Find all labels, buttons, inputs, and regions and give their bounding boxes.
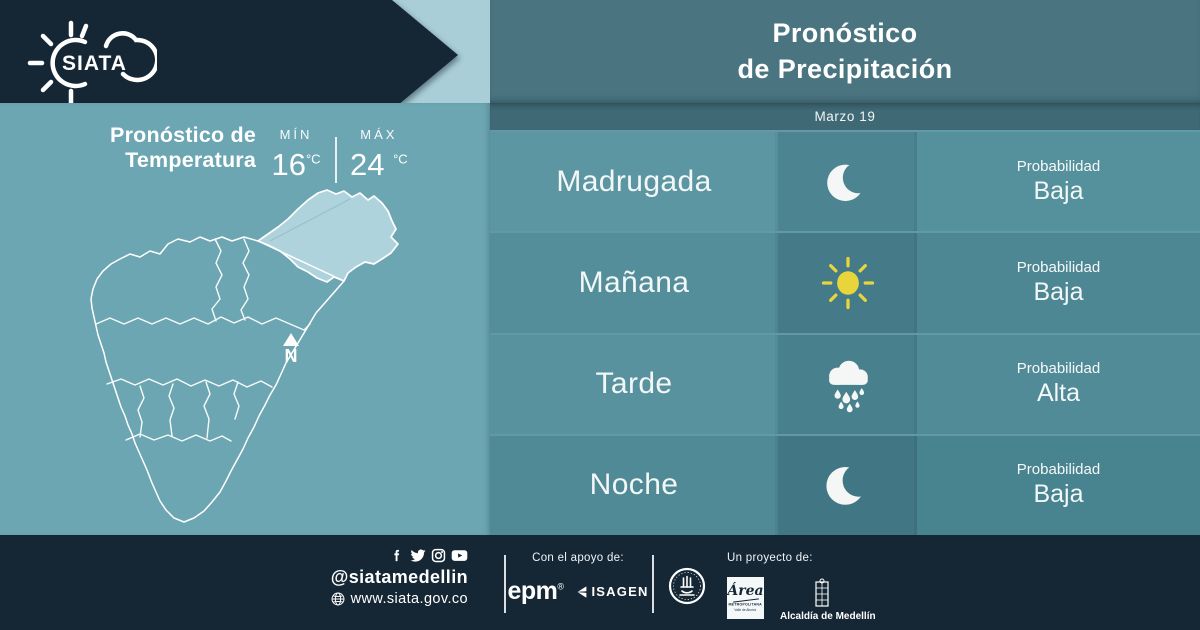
forecast-row-madrugada: Madrugada Probabilidad Baja [490, 130, 1200, 232]
precipitation-panel: Pronóstico de Precipitación Marzo 19 Mad… [490, 0, 1200, 535]
sun-icon [778, 233, 917, 333]
probability-cell: Probabilidad Alta [917, 334, 1200, 434]
probability-cell: Probabilidad Baja [917, 435, 1200, 535]
max-number: 24 [350, 147, 385, 182]
temperature-panel: Pronóstico de Temperatura MÍN 16°C MÁX 2… [0, 103, 490, 535]
probability-cell: Probabilidad Baja [917, 132, 1200, 232]
forecast-row-manana: Mañana Probabilidad Baja [490, 231, 1200, 333]
temperature-minmax: MÍN 16°C MÁX 24 °C [270, 127, 408, 183]
aburra-valley-map [90, 189, 399, 523]
forecast-row-noche: Noche Probabilidad Baja [490, 433, 1200, 535]
min-label: MÍN [279, 127, 313, 142]
moon-icon [778, 435, 917, 535]
probability-label: Probabilidad [1016, 360, 1101, 378]
project-block: Un proyecto de: Área METROPOLITANA Valle… [727, 552, 876, 622]
social-handle[interactable]: @siatamedellin [330, 567, 468, 587]
precipitation-title-line1: Pronóstico [772, 18, 918, 49]
facebook-icon[interactable] [390, 548, 405, 563]
probability-cell: Probabilidad Baja [917, 233, 1200, 333]
alcaldia-emblem-icon [815, 578, 829, 607]
brand-block [0, 0, 458, 110]
period-label: Madrugada [490, 132, 778, 232]
probability-label: Probabilidad [1016, 258, 1101, 276]
website-url[interactable]: www.siata.gov.co [350, 591, 468, 607]
brand-arrow-shape [0, 0, 458, 110]
area-sub-text: METROPOLITANA [728, 602, 763, 607]
youtube-icon[interactable] [451, 548, 468, 563]
probability-label: Probabilidad [1016, 461, 1101, 479]
footer-divider-2 [652, 555, 654, 613]
max-value: 24 °C [350, 147, 408, 183]
min-temp: MÍN 16°C [270, 127, 322, 183]
min-number: 16 [271, 147, 306, 182]
alcaldia-logo: Alcaldía de Medellín [780, 578, 876, 622]
instagram-icon[interactable] [431, 548, 446, 563]
website-row: www.siata.gov.co [331, 591, 468, 607]
area-metropolitana-logo: Área METROPOLITANA Valle de Aburrá [727, 577, 764, 619]
footer-divider-1 [504, 555, 506, 613]
siata-logo-icon: SIATA [22, 10, 157, 106]
period-label: Tarde [490, 334, 778, 434]
temperature-title-line1: Pronóstico de [110, 123, 256, 147]
alcaldia-caption: Alcaldía de Medellín [780, 611, 876, 622]
period-label: Mañana [490, 233, 778, 333]
compass-label: N [284, 346, 298, 366]
probability-value: Alta [1036, 379, 1081, 408]
moon-icon [778, 132, 917, 232]
period-label: Noche [490, 435, 778, 535]
min-unit: °C [305, 151, 321, 167]
precipitation-header: Pronóstico de Precipitación [490, 0, 1200, 103]
probability-value: Baja [1033, 176, 1084, 205]
map-region-barbosa [257, 189, 399, 283]
probability-label: Probabilidad [1016, 157, 1101, 175]
social-block: @siatamedellin www.siata.gov.co [331, 548, 468, 607]
support-block: Con el apoyo de: epm® ISAGEN [507, 552, 649, 605]
temperature-title-line2: Temperatura [125, 148, 256, 173]
max-label: MÁX [360, 127, 398, 142]
epm-text: epm [507, 577, 558, 605]
area-script-text: Área [727, 583, 764, 599]
north-arrow-icon [283, 333, 299, 346]
north-compass: N [279, 333, 303, 365]
project-logos: Área METROPOLITANA Valle de Aburrá Alcal… [727, 577, 876, 622]
social-icons [331, 548, 468, 563]
precipitation-title-line2: de Precipitación [737, 53, 953, 84]
max-temp: MÁX 24 °C [350, 127, 408, 183]
isagen-glyph-icon [575, 585, 586, 598]
area-sub2-text: Valle de Aburrá [734, 608, 757, 612]
forecast-row-tarde: Tarde [490, 332, 1200, 434]
siata-logo-text: SIATA [62, 52, 127, 75]
forecast-rows: Madrugada Probabilidad Baja Mañana [490, 130, 1200, 535]
probability-value: Baja [1033, 480, 1084, 509]
min-value: 16°C [270, 147, 322, 183]
sponsor-logos: epm® ISAGEN [507, 577, 649, 605]
epm-logo: epm® [507, 577, 564, 605]
temperature-title: Pronóstico de Temperatura [52, 123, 256, 174]
project-label: Un proyecto de: [727, 552, 813, 564]
forecast-date: Marzo 19 [490, 103, 1200, 130]
support-label: Con el apoyo de: [532, 552, 624, 564]
rain-cloud-icon [778, 334, 917, 434]
footer: @siatamedellin www.siata.gov.co Con el a… [0, 535, 1200, 630]
twitter-icon[interactable] [410, 548, 426, 563]
globe-icon [331, 592, 345, 606]
probability-value: Baja [1033, 277, 1084, 306]
medellin-seal-logo [668, 567, 706, 605]
minmax-divider [335, 137, 337, 183]
precipitation-title: Pronóstico de Precipitación [738, 16, 953, 86]
max-unit: °C [393, 151, 408, 167]
isagen-logo: ISAGEN [575, 584, 649, 599]
isagen-text: ISAGEN [591, 584, 649, 599]
